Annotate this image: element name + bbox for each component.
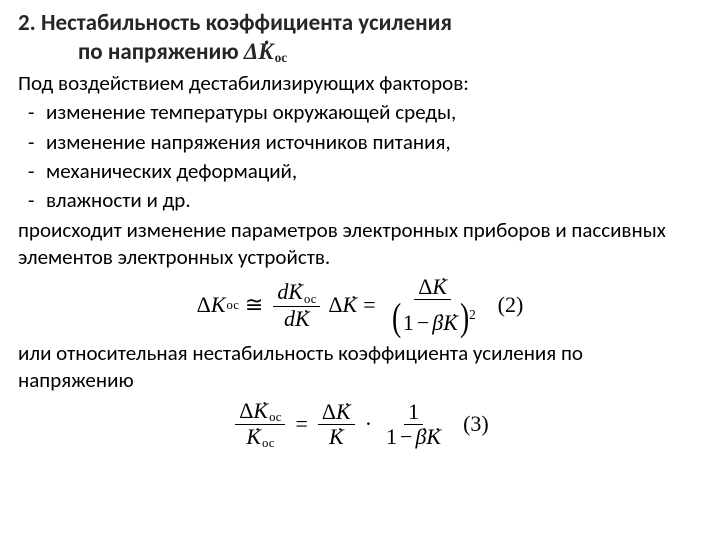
eq3-frac2: ΔK K — [318, 400, 355, 449]
eq3-d3-minus: − — [400, 424, 412, 449]
eq3-n2-K: K — [336, 400, 351, 424]
eq2-f1d-d: d — [284, 306, 295, 331]
rparen-icon: ) — [460, 300, 469, 336]
heading-line-2: по напряжению ΔKос — [18, 38, 702, 67]
eq2-label: (2) — [498, 291, 524, 320]
eq2-rn-delta: Δ — [418, 274, 432, 299]
eq2-lhs-K: K — [211, 291, 226, 320]
k-dot-sym: K — [258, 38, 273, 66]
eq2-lhs-delta: Δ — [197, 291, 211, 320]
eq3-d1-K: K — [246, 425, 261, 449]
heading-line2-prefix: по напряжению — [78, 38, 244, 66]
list-item: изменение напряжения источников питания, — [28, 129, 702, 156]
eq2-d-beta: β — [432, 311, 443, 335]
eq3-frac3: 1 1−βK — [382, 400, 445, 449]
eq3-expression: ΔKос Kос = ΔK K · 1 1−βK — [231, 399, 449, 450]
eq2-d-sq: 2 — [469, 307, 476, 322]
list-item: изменение температуры окружающей среды, — [28, 99, 702, 126]
section-heading: 2. Нестабильность коэффициента усиления … — [18, 10, 702, 66]
eq2-eq: = — [363, 291, 375, 320]
eq3-label: (3) — [463, 410, 489, 439]
eq3-d2-K: K — [329, 425, 344, 449]
mid-text: или относительная нестабильность коэффиц… — [18, 340, 702, 395]
eq2-f1n-d: d — [277, 279, 288, 304]
body-content: Под воздействием дестабилизирующих факто… — [18, 70, 702, 450]
eq3-n1-K: K — [253, 399, 268, 423]
delta-sym: Δ — [244, 39, 258, 64]
eq2-d-minus: − — [417, 310, 429, 335]
eq3-d3-one: 1 — [386, 424, 397, 449]
eq3-frac1: ΔKос Kос — [235, 399, 285, 450]
eq3-d1-sub: ос — [261, 436, 274, 450]
eq3-d3-beta: β — [415, 425, 426, 449]
eq3-eq: = — [295, 410, 307, 439]
lparen-icon: ( — [392, 300, 401, 336]
k-sub: ос — [274, 50, 288, 65]
eq2-approx: ≅ — [245, 291, 263, 320]
eq2-d-one: 1 — [403, 310, 414, 335]
eq2-mid-delta: Δ — [328, 291, 342, 320]
after-list-text: происходит изменение параметров электрон… — [18, 217, 702, 272]
eq2-f1n-K: K — [288, 280, 303, 304]
eq3-dot: · — [365, 410, 372, 439]
heading-line-1: 2. Нестабильность коэффициента усиления — [18, 10, 702, 38]
equation-2: ΔKос ≅ dKос dK ΔK = ΔK (1−βK)2 (2) — [18, 275, 702, 336]
eq2-f1n-sub: ос — [303, 292, 316, 306]
list-item: механических деформаций, — [28, 158, 702, 185]
eq3-n2-delta: Δ — [322, 399, 336, 424]
list-item: влажности и др. — [28, 187, 702, 214]
eq3-n1-delta: Δ — [239, 398, 253, 423]
eq2-frac1: dKос dK — [273, 280, 320, 330]
eq2-lhs-sub: ос — [226, 297, 239, 314]
eq2-expression: ΔKос ≅ dKос dK ΔK = ΔK (1−βK)2 — [197, 275, 484, 336]
intro-text: Под воздействием дестабилизирующих факто… — [18, 70, 702, 97]
eq2-rn-K: K — [432, 275, 447, 299]
eq2-f1d-K: K — [295, 307, 310, 331]
factor-list: изменение температуры окружающей среды, … — [18, 99, 702, 214]
eq3-n3-one: 1 — [408, 399, 419, 424]
eq3-d3-K: K — [426, 425, 441, 449]
eq2-mid-K: K — [343, 291, 358, 320]
page-root: 2. Нестабильность коэффициента усиления … — [0, 0, 720, 450]
eq2-d-K: K — [443, 311, 458, 335]
eq3-n1-sub: ос — [268, 410, 281, 424]
heading-symbol: ΔKос — [244, 39, 287, 64]
equation-3: ΔKос Kос = ΔK K · 1 1−βK (3) — [18, 399, 702, 450]
eq2-frac2: ΔK (1−βK)2 — [386, 275, 480, 336]
